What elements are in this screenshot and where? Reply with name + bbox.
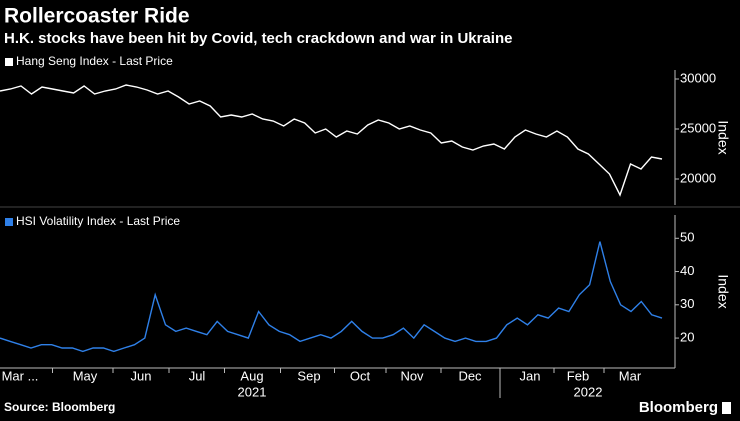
x-tick-label: Dec — [458, 368, 482, 383]
x-tick-label: Jan — [520, 368, 541, 383]
x-tick-label: Sep — [297, 368, 320, 383]
x-tick-label: Jun — [131, 368, 152, 383]
legend-swatch — [5, 58, 13, 66]
x-tick-label: Feb — [567, 368, 589, 383]
y-axis-label: Index — [715, 120, 731, 154]
x-tick-label: Jul — [189, 368, 206, 383]
x-tick-label: Aug — [240, 368, 263, 383]
series-line — [0, 84, 663, 197]
title: Rollercoaster Ride — [4, 5, 190, 28]
y-tick-label: 50 — [680, 230, 694, 245]
x-tick-label: Mar ... — [2, 368, 39, 383]
brand: Bloomberg — [639, 399, 718, 416]
x-tick-label: Oct — [350, 368, 371, 383]
y-tick-label: 30 — [680, 296, 694, 311]
legend-swatch — [5, 218, 13, 226]
legend-label: HSI Volatility Index - Last Price — [16, 214, 180, 228]
x-tick-label: Nov — [400, 368, 424, 383]
source: Source: Bloomberg — [4, 400, 115, 414]
x-tick-label: May — [73, 368, 98, 383]
x-year-label: 2021 — [238, 384, 267, 399]
legend-label: Hang Seng Index - Last Price — [16, 54, 173, 68]
x-tick-label: Mar — [619, 368, 642, 383]
y-axis-label: Index — [715, 274, 731, 308]
x-year-label: 2022 — [574, 384, 603, 399]
y-tick-label: 20000 — [680, 170, 716, 185]
y-tick-label: 30000 — [680, 70, 716, 85]
subtitle: H.K. stocks have been hit by Covid, tech… — [4, 30, 512, 47]
brand-icon — [722, 402, 731, 414]
y-tick-label: 20 — [680, 330, 694, 345]
y-tick-label: 40 — [680, 263, 694, 278]
y-tick-label: 25000 — [680, 120, 716, 135]
series-line — [0, 241, 663, 353]
